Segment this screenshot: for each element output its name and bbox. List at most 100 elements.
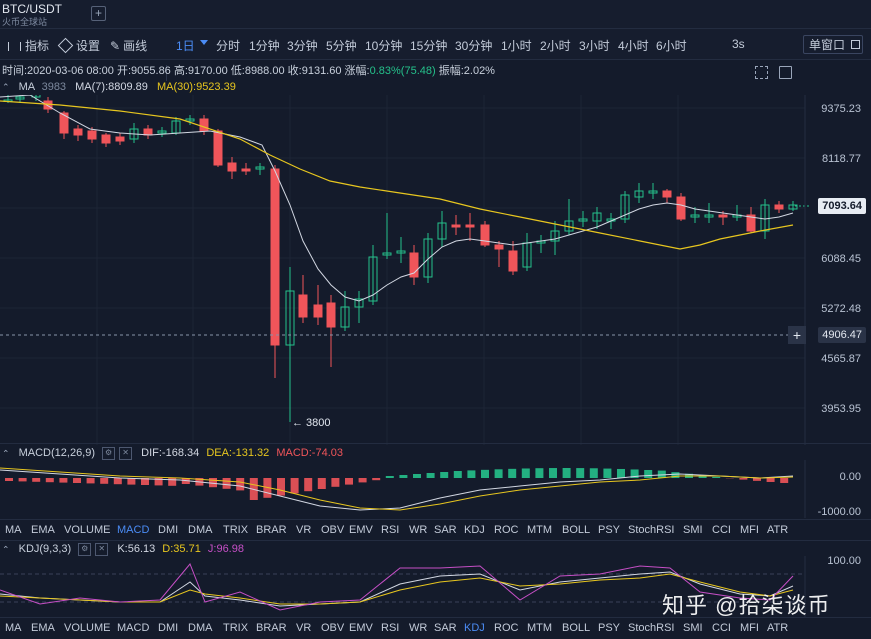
indicator-tab-dmi[interactable]: DMI [158,524,178,536]
indicator-tab-ema[interactable]: EMA [31,524,55,536]
indicator-tab-ma[interactable]: MA [5,622,22,634]
candle-body [481,225,489,245]
indicator-tab-wr[interactable]: WR [409,524,427,536]
settings-icon[interactable]: ⚙ [102,447,115,460]
collapse-icon[interactable]: ⌃ [2,448,10,458]
indicator-tab-psy[interactable]: PSY [598,524,620,536]
indicator-tab-emv[interactable]: EMV [349,622,373,634]
single-window-label: 单窗口 [809,38,845,52]
single-window-select[interactable]: 单窗口 [803,35,863,54]
candlestick-chart[interactable] [0,95,871,445]
interval-1h[interactable]: 1小时 [501,37,532,54]
close-icon[interactable]: ✕ [95,543,108,556]
indicator-tab-cci[interactable]: CCI [712,622,731,634]
interval-30min[interactable]: 30分钟 [455,37,492,54]
refresh-interval[interactable]: 3s [732,37,745,51]
macd-bar [100,478,108,484]
indicator-tab-roc[interactable]: ROC [494,622,518,634]
indicator-tab-mtm[interactable]: MTM [527,524,552,536]
indicator-tab-ema[interactable]: EMA [31,622,55,634]
indicator-tab-dma[interactable]: DMA [188,622,212,634]
indicator-tab-sar[interactable]: SAR [434,622,457,634]
interval-3min[interactable]: 3分钟 [287,37,318,54]
ohlc-close: 收:9131.60 [288,65,342,77]
indicator-tab-mfi[interactable]: MFI [740,622,759,634]
indicator-tab-macd[interactable]: MACD [117,622,149,634]
indicator-tab-kdj[interactable]: KDJ [464,524,485,536]
ohlc-change-label: 涨幅: [345,65,370,77]
indicator-tab-mfi[interactable]: MFI [740,524,759,536]
indicator-tab-volume[interactable]: VOLUME [64,524,110,536]
collapse-icon[interactable]: ⌃ [2,544,10,554]
ma-label[interactable]: MA [19,81,35,93]
window-icon [851,40,860,49]
macd-bar [291,478,299,493]
indicator-tab-volume[interactable]: VOLUME [64,622,110,634]
indicator-tab-vr[interactable]: VR [296,524,311,536]
macd-bar [114,478,122,484]
indicator-tab-brar[interactable]: BRAR [256,524,287,536]
candle-body [299,295,307,317]
macd-bar [73,478,81,483]
grid [0,95,805,445]
settings-button[interactable]: 设置 [60,37,100,54]
settings-icon[interactable]: ⚙ [78,543,91,556]
indicator-tab-obv[interactable]: OBV [321,622,344,634]
indicator-tab-roc[interactable]: ROC [494,524,518,536]
indicator-tab-stochrsi[interactable]: StochRSI [628,622,674,634]
indicator-tab-rsi[interactable]: RSI [381,524,399,536]
indicator-tab-macd[interactable]: MACD [117,524,149,536]
indicator-tab-psy[interactable]: PSY [598,622,620,634]
interval-1d[interactable]: 1日 [176,37,195,54]
indicator-tab-smi[interactable]: SMI [683,622,703,634]
indicator-tab-ma[interactable]: MA [5,524,22,536]
interval-5min[interactable]: 5分钟 [326,37,357,54]
add-tab-button[interactable]: + [91,6,106,21]
indicator-tab-kdj[interactable]: KDJ [464,622,485,634]
indicator-tab-smi[interactable]: SMI [683,524,703,536]
indicator-tab-sar[interactable]: SAR [434,524,457,536]
indicator-tab-obv[interactable]: OBV [321,524,344,536]
chevron-down-icon[interactable] [200,40,208,45]
collapse-icon[interactable]: ⌃ [2,82,10,92]
indicator-tab-dmi[interactable]: DMI [158,622,178,634]
indicator-tab-dma[interactable]: DMA [188,524,212,536]
macd-bar [413,474,421,478]
indicator-tab-vr[interactable]: VR [296,622,311,634]
indicator-tab-stochrsi[interactable]: StochRSI [628,524,674,536]
indicator-tab-boll[interactable]: BOLL [562,524,590,536]
indicator-tab-trix[interactable]: TRIX [223,622,248,634]
interval-4h[interactable]: 4小时 [618,37,649,54]
candle-body [102,135,110,143]
draw-button[interactable]: ✎画线 [110,37,147,54]
indicator-tab-emv[interactable]: EMV [349,524,373,536]
interval-10min[interactable]: 10分钟 [365,37,402,54]
indicator-tab-wr[interactable]: WR [409,622,427,634]
crosshair-plus-button[interactable]: + [788,326,806,344]
panel-divider [0,519,871,520]
interval-1min[interactable]: 1分钟 [249,37,280,54]
indicator-tab-mtm[interactable]: MTM [527,622,552,634]
screenshot-icon[interactable] [779,66,792,79]
macd-bar [535,468,543,478]
fullscreen-icon[interactable] [755,66,768,79]
macd-chart[interactable] [0,460,871,518]
pair-title[interactable]: BTC/USDT [2,2,62,16]
panel-divider [0,443,871,444]
interval-15min[interactable]: 15分钟 [410,37,447,54]
candle-body [242,169,250,171]
indicator-tab-trix[interactable]: TRIX [223,524,248,536]
interval-6h[interactable]: 6小时 [656,37,687,54]
indicator-tab-rsi[interactable]: RSI [381,622,399,634]
indicator-tab-cci[interactable]: CCI [712,524,731,536]
interval-3h[interactable]: 3小时 [579,37,610,54]
indicator-tab-boll[interactable]: BOLL [562,622,590,634]
indicator-tab-atr[interactable]: ATR [767,524,788,536]
macd-bar [223,478,231,489]
indicator-tab-brar[interactable]: BRAR [256,622,287,634]
interval-2h[interactable]: 2小时 [540,37,571,54]
indicators-button[interactable]: 指标 [8,37,49,54]
close-icon[interactable]: ✕ [119,447,132,460]
interval-timeshare[interactable]: 分时 [216,37,240,54]
indicator-tab-atr[interactable]: ATR [767,622,788,634]
